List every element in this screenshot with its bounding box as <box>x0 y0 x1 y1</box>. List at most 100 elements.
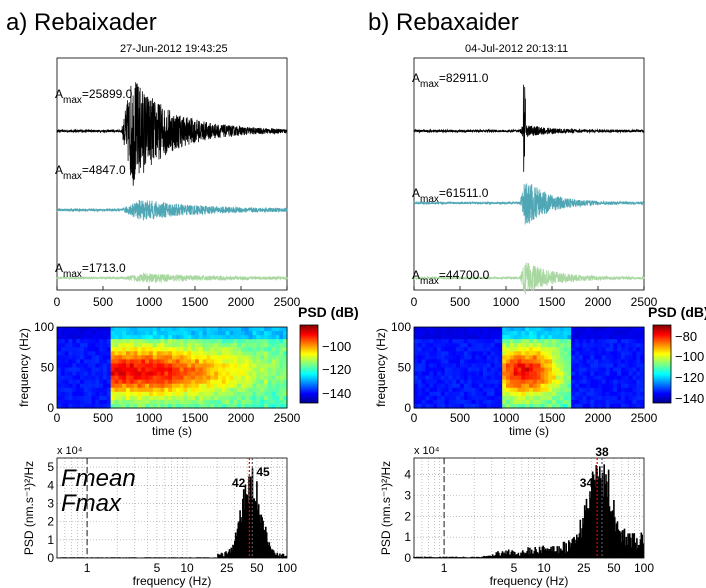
spectrogram-cell <box>617 327 622 332</box>
spectrogram-cell <box>191 367 196 373</box>
spectrogram-cell <box>475 383 480 389</box>
spectrogram-cell <box>544 399 549 405</box>
spectrogram-cell <box>552 343 557 348</box>
spectrogram-cell <box>160 395 165 401</box>
spectrogram-cell <box>99 327 104 332</box>
spectrogram-cell <box>486 335 492 340</box>
spectrogram-cell <box>414 387 419 393</box>
spectrogram-cell <box>559 371 565 377</box>
spectrogram-cell <box>72 335 77 340</box>
spectrogram-cell <box>264 399 269 405</box>
spectrogram-cell <box>198 363 204 369</box>
spectrogram-cell <box>621 363 626 369</box>
spectrogram-cell <box>256 391 261 397</box>
spectrogram-cell <box>264 363 269 369</box>
spectrogram-cell <box>529 371 534 377</box>
spectrogram-cell <box>218 347 223 352</box>
spectrogram-cell <box>76 371 81 377</box>
spectrogram-cell <box>498 351 503 356</box>
spectrogram-cell <box>567 339 572 344</box>
spectrogram-cell <box>563 359 568 365</box>
spectrogram-cell <box>57 371 62 377</box>
spectrogram-cell <box>202 335 208 340</box>
spectrogram-cell <box>175 383 181 389</box>
spectrogram-cell <box>429 403 434 409</box>
spectrogram-cell <box>114 343 119 348</box>
spectrogram-cell <box>267 351 273 356</box>
spectrogram-cell <box>517 335 522 340</box>
spectrogram-cell <box>164 359 169 365</box>
spectrogram-cell <box>586 355 591 360</box>
spectrogram-cell <box>452 331 457 336</box>
spectrogram-cell <box>279 387 284 393</box>
spectrogram-cell <box>164 375 169 381</box>
spectrogram-cell <box>195 331 200 336</box>
spectrogram-cell <box>548 403 553 409</box>
spectrogram-cell <box>490 399 496 405</box>
spectrogram-cell <box>198 351 204 356</box>
spectrogram-cell <box>414 363 419 369</box>
spectrogram-cell <box>91 399 96 405</box>
spectrogram-cell <box>271 391 277 397</box>
spectrogram-cell <box>72 327 77 332</box>
spectrogram-cell <box>149 387 154 393</box>
spectrogram-cell <box>68 403 73 409</box>
spectrogram-cell <box>609 327 614 332</box>
spectrogram-cell <box>613 395 618 401</box>
spectrogram-cell <box>529 331 534 336</box>
spectrogram-cell <box>460 391 465 397</box>
spectrogram-cell <box>483 399 488 405</box>
spectrogram-cell <box>279 355 284 360</box>
spectrogram-cell <box>68 371 73 377</box>
spectrogram-cell <box>521 395 526 401</box>
spectrogram-cell <box>425 331 430 336</box>
spectrogram-cell <box>640 363 645 369</box>
spectrogram-cell <box>57 379 62 385</box>
spectrogram-cell <box>479 363 484 369</box>
spectrogram-cell <box>456 351 461 356</box>
spectrogram-cell <box>475 371 480 377</box>
spectrogram-cell <box>225 355 231 360</box>
spectrogram-cell <box>145 359 150 365</box>
spectrogram-cell <box>191 371 196 377</box>
spectrogram-cell <box>60 359 66 365</box>
spectrogram-cell <box>498 355 503 360</box>
spectrogram-cell <box>509 351 515 356</box>
spectrogram-cell <box>241 351 246 356</box>
spectrogram-cell <box>83 359 89 365</box>
spectrogram-cell <box>536 355 542 360</box>
spectrogram-cell <box>60 371 66 377</box>
spectrogram-cell <box>218 383 223 389</box>
spectrogram-cell <box>552 367 557 373</box>
spectrogram-cell <box>87 387 93 393</box>
spectrogram-cell <box>548 387 553 393</box>
spectrogram-cell <box>582 403 588 409</box>
spectrogram-cell <box>575 355 580 360</box>
spectrogram-cell <box>479 387 484 393</box>
spectrogram-cell <box>494 371 499 377</box>
spectrogram-cell <box>233 327 238 332</box>
spectrogram-cell <box>76 351 81 356</box>
spectrogram-cell <box>129 359 135 365</box>
spectrogram-cell <box>175 395 181 401</box>
spectrogram-cell <box>525 375 530 381</box>
spectrogram-cell <box>471 371 476 377</box>
spectrogram-cell <box>632 387 637 393</box>
spectrogram-cell <box>91 355 96 360</box>
spectrogram-cell <box>421 391 427 397</box>
spectrogram-cell <box>525 359 530 365</box>
spectrogram-cell <box>517 367 522 373</box>
spectrogram-cell <box>129 399 135 405</box>
spectrogram-cell <box>248 331 254 336</box>
spectrogram-cell <box>137 371 142 377</box>
spectrogram-cell <box>95 383 100 389</box>
spectrogram-cell <box>202 383 208 389</box>
spectrogram-cell <box>498 371 503 377</box>
spectrogram-cell <box>122 363 127 369</box>
spectrogram-cell <box>118 351 123 356</box>
spectrogram-cell <box>64 355 70 360</box>
spectrogram-cell <box>233 367 238 373</box>
spectrogram-cell <box>513 355 519 360</box>
spectrogram-cell <box>636 355 641 360</box>
spectrogram-cell <box>601 363 607 369</box>
